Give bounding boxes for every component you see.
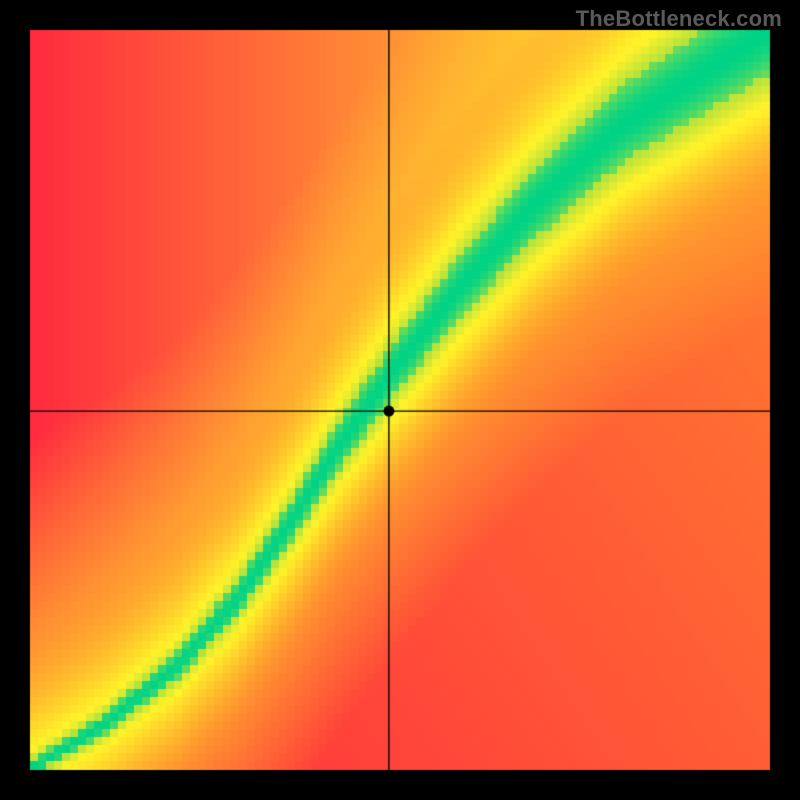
- chart-container: TheBottleneck.com: [0, 0, 800, 800]
- watermark-label: TheBottleneck.com: [576, 6, 782, 32]
- bottleneck-heatmap: [0, 0, 800, 800]
